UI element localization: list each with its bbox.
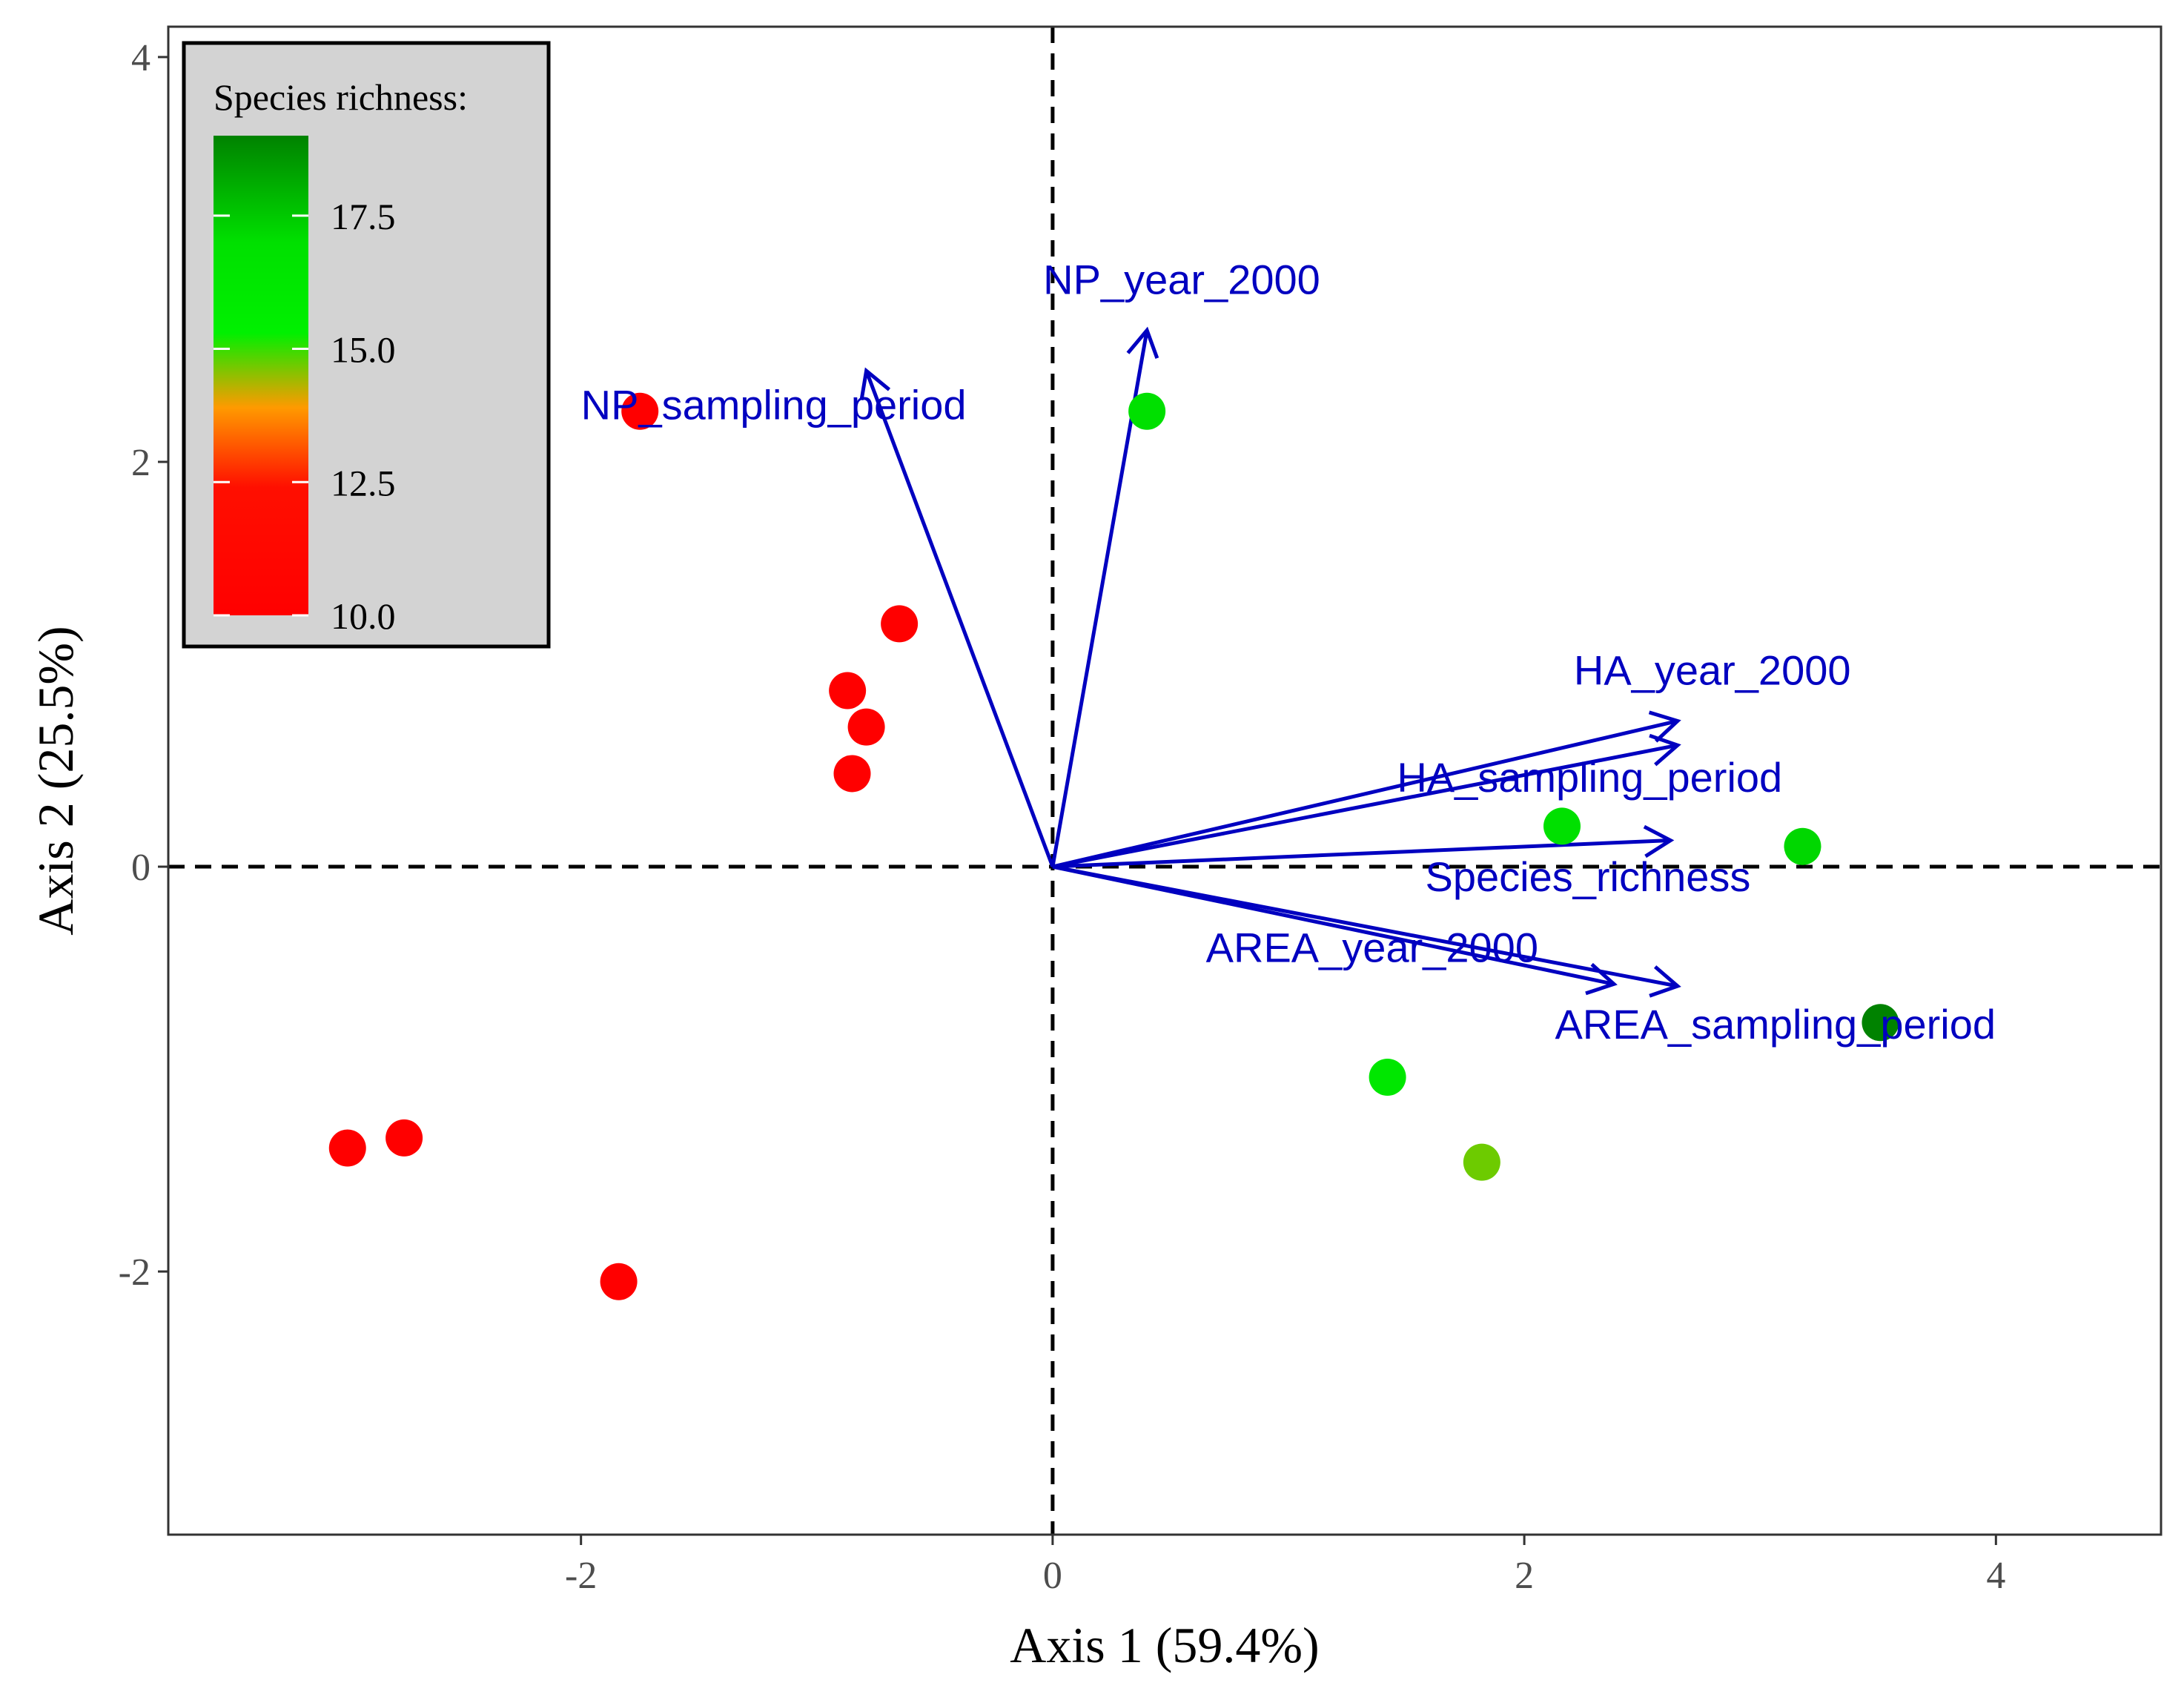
legend-colorbar: [214, 136, 308, 615]
sample-point: [847, 708, 885, 746]
y-axis-title: Axis 2 (25.5%): [27, 626, 84, 935]
y-tick-label: 0: [131, 847, 150, 889]
y-tick-label: -2: [119, 1251, 150, 1294]
legend-tick-label: 10.0: [331, 595, 396, 637]
plot-panel-border: [167, 25, 2163, 1536]
legend-tick-label: 17.5: [331, 196, 396, 237]
sample-point: [1128, 392, 1166, 430]
sample-point: [328, 1129, 366, 1167]
sample-point: [1543, 807, 1581, 845]
vector-label: HA_year_2000: [1574, 646, 1851, 693]
vector-label: Species_richness: [1426, 853, 1751, 900]
sample-point: [833, 755, 871, 793]
loading-arrow-head: [1648, 710, 1681, 743]
sample-point: [1862, 1004, 1899, 1042]
axes: -2 0 2 4 -2 0 2 4: [119, 37, 2006, 1597]
vector-label: AREA_sampling_period: [1555, 1001, 1996, 1048]
loading-arrow-head: [859, 367, 891, 401]
y-tick-label: 2: [131, 442, 150, 484]
sample-point: [1784, 827, 1821, 865]
vector-labels: NP_sampling_period NP_year_2000 HA_year_20…: [581, 256, 1996, 1048]
sample-point: [1369, 1058, 1406, 1096]
vector-label: NP_year_2000: [1043, 256, 1320, 302]
loading-arrow-shaft: [864, 370, 1055, 867]
vector-label: NP_sampling_period: [581, 382, 967, 429]
x-tick-label: 4: [1986, 1555, 2005, 1597]
x-axis-title: Axis 1 (59.4%): [1010, 1617, 1319, 1673]
loading-vectors: [859, 326, 1681, 998]
loading-arrow-head: [1649, 965, 1681, 998]
loading-arrow-head: [1126, 326, 1159, 359]
y-tick-label: 4: [131, 37, 150, 79]
sample-point: [881, 605, 919, 643]
x-tick-label: 2: [1515, 1555, 1534, 1597]
sample-point: [1463, 1143, 1500, 1181]
legend-ticks: 10.0 12.5 15.0 17.5: [214, 196, 396, 637]
loading-arrow-head: [1643, 824, 1675, 859]
vector-label: HA_sampling_period: [1397, 754, 1782, 801]
sample-point: [829, 672, 867, 709]
sample-points: [328, 392, 1899, 1300]
sample-point: [600, 1263, 638, 1300]
legend-title: Species richness:: [214, 76, 468, 118]
reference-lines: [168, 27, 2161, 1535]
loading-arrow-shaft: [1052, 743, 1678, 869]
loading-arrow-shaft: [1052, 864, 1678, 988]
loading-arrow-shaft: [1052, 838, 1671, 869]
vector-label: AREA_year_2000: [1206, 924, 1538, 970]
x-tick-label: -2: [565, 1555, 597, 1597]
sample-point: [385, 1119, 423, 1157]
loading-arrow-head: [1649, 733, 1681, 767]
loading-arrow-shaft: [1052, 719, 1678, 869]
x-tick-label: 0: [1043, 1555, 1062, 1597]
sample-point: [621, 392, 659, 430]
color-legend: Species richness: 10.0 12.5 15.0 17.5: [182, 41, 551, 649]
legend-tick-label: 12.5: [331, 462, 396, 503]
legend-tick-label: 15.0: [331, 329, 396, 371]
